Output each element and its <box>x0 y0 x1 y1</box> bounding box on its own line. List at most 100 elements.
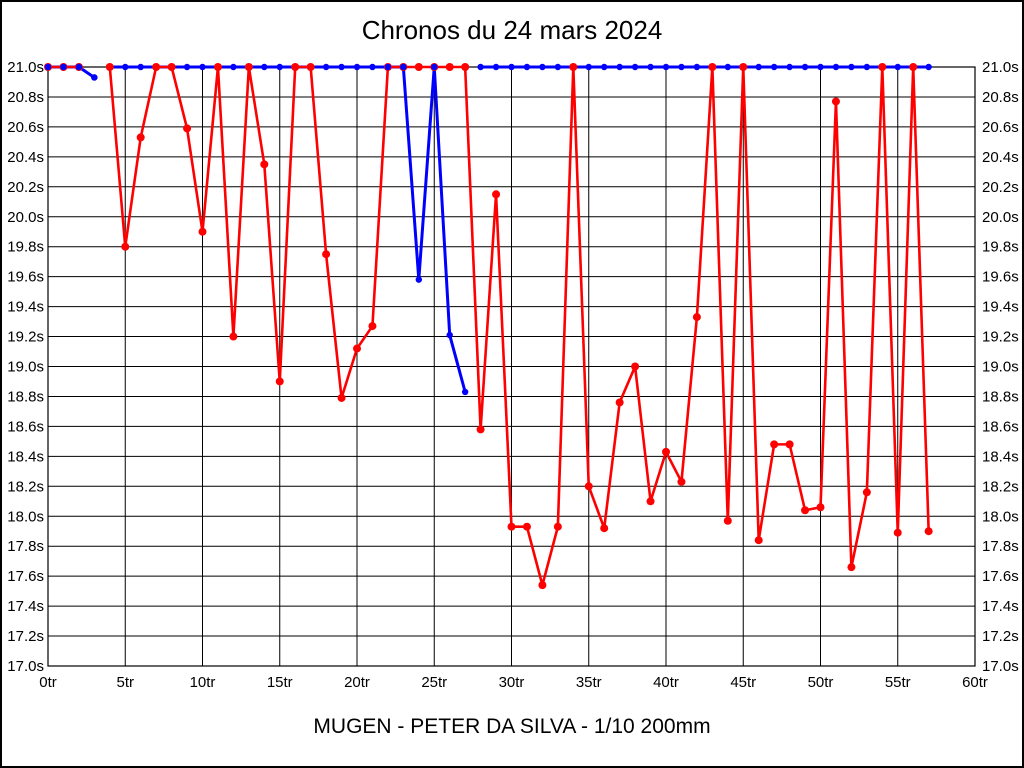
series-red-marker <box>847 563 856 572</box>
series-blue-marker <box>539 63 546 71</box>
series-blue-marker <box>199 63 206 71</box>
svg-text:20.6s: 20.6s <box>982 119 1019 136</box>
series-blue-marker <box>122 63 129 71</box>
series-red-marker <box>584 482 593 491</box>
svg-text:21.0s: 21.0s <box>7 59 44 76</box>
svg-text:20tr: 20tr <box>344 674 370 691</box>
series-blue-marker <box>230 63 237 71</box>
series-red-marker <box>816 503 825 512</box>
series-blue-marker <box>585 63 592 71</box>
series-red-marker <box>229 332 238 341</box>
svg-text:18.6s: 18.6s <box>982 418 1019 435</box>
svg-text:20.6s: 20.6s <box>7 119 44 136</box>
series-blue-marker <box>91 74 98 81</box>
svg-text:19.4s: 19.4s <box>982 299 1019 316</box>
svg-text:19.2s: 19.2s <box>7 329 44 346</box>
svg-text:19.6s: 19.6s <box>982 269 1019 286</box>
series-blue-overlay-markers <box>44 63 438 81</box>
series-blue-marker <box>183 63 191 71</box>
svg-text:15tr: 15tr <box>267 674 293 691</box>
series-blue-line <box>48 65 96 79</box>
series-red-marker <box>631 362 640 371</box>
svg-text:20.0s: 20.0s <box>982 209 1019 226</box>
series-blue-marker <box>724 63 731 71</box>
series-red-marker <box>538 581 547 590</box>
series-red-marker <box>105 63 114 71</box>
series-blue-marker <box>523 63 531 71</box>
series-blue-marker <box>446 331 453 339</box>
svg-text:17.0s: 17.0s <box>7 658 44 675</box>
series-red-marker <box>615 398 624 407</box>
svg-text:30tr: 30tr <box>499 674 525 691</box>
svg-text:20.0s: 20.0s <box>7 209 44 226</box>
series-red-marker <box>136 133 145 142</box>
svg-text:19.8s: 19.8s <box>982 239 1019 256</box>
series-red-marker <box>646 497 655 506</box>
series-blue-marker <box>322 63 330 71</box>
series-blue-marker <box>631 63 639 71</box>
svg-text:5tr: 5tr <box>116 674 134 691</box>
svg-text:18.4s: 18.4s <box>982 448 1019 465</box>
series-blue-marker <box>786 63 793 71</box>
series-red-marker <box>754 536 763 545</box>
series-blue-marker <box>276 63 283 71</box>
series-blue-marker <box>801 63 809 71</box>
series-blue-marker <box>400 63 407 71</box>
gridlines <box>47 66 976 667</box>
series-red-marker <box>770 440 779 449</box>
series-red-marker <box>306 63 315 71</box>
chart-footer: MUGEN - PETER DA SILVA - 1/10 200mm <box>313 715 711 738</box>
series-blue-marker <box>261 63 268 71</box>
series-red-marker <box>739 63 748 71</box>
svg-text:20.4s: 20.4s <box>7 149 44 166</box>
svg-text:18.8s: 18.8s <box>982 388 1019 405</box>
series-blue-marker <box>894 63 901 71</box>
series-red-marker <box>924 527 933 536</box>
series-red-marker <box>600 524 609 533</box>
series-red-marker <box>893 528 902 537</box>
series-red-marker <box>476 425 485 434</box>
series-blue-marker <box>863 63 871 71</box>
svg-text:19.6s: 19.6s <box>7 269 44 286</box>
svg-text:18.2s: 18.2s <box>7 478 44 495</box>
series-blue-marker <box>338 63 345 71</box>
series-blue-marker <box>554 63 562 71</box>
series-blue-marker <box>44 63 52 71</box>
svg-text:17.2s: 17.2s <box>7 628 44 645</box>
svg-text:18.0s: 18.0s <box>7 508 44 525</box>
series-blue <box>44 63 932 396</box>
svg-text:17.6s: 17.6s <box>982 568 1019 585</box>
svg-text:25tr: 25tr <box>421 674 447 691</box>
series-blue-marker <box>137 63 144 71</box>
series-blue-marker <box>848 63 855 71</box>
svg-text:10tr: 10tr <box>190 674 216 691</box>
series-blue-marker <box>678 63 685 71</box>
series-red-marker <box>677 477 686 486</box>
series-blue-marker <box>601 63 608 71</box>
series-red-marker <box>723 516 732 525</box>
series-red-marker <box>831 97 840 106</box>
series-red <box>44 63 933 590</box>
svg-text:17.6s: 17.6s <box>7 568 44 585</box>
svg-text:35tr: 35tr <box>576 674 602 691</box>
svg-text:18.0s: 18.0s <box>982 508 1019 525</box>
svg-text:20.8s: 20.8s <box>7 89 44 106</box>
svg-text:19.0s: 19.0s <box>982 359 1019 376</box>
series-blue-marker <box>508 63 515 71</box>
svg-text:0tr: 0tr <box>39 674 57 691</box>
svg-text:20.2s: 20.2s <box>982 179 1019 196</box>
svg-text:17.4s: 17.4s <box>982 598 1019 615</box>
series-blue-marker <box>492 63 500 71</box>
svg-text:55tr: 55tr <box>885 674 911 691</box>
svg-text:17.8s: 17.8s <box>982 538 1019 555</box>
series-red-marker <box>785 440 794 449</box>
series-blue-marker <box>925 63 932 71</box>
series-red-marker <box>322 250 331 259</box>
chart-title: Chronos du 24 mars 2024 <box>361 15 663 45</box>
series-red-marker <box>461 63 470 71</box>
series-red-marker <box>862 488 871 497</box>
svg-text:17.0s: 17.0s <box>982 658 1019 675</box>
series-red-marker <box>445 63 454 71</box>
series-blue-marker <box>662 63 670 71</box>
series-blue-marker <box>369 63 376 71</box>
